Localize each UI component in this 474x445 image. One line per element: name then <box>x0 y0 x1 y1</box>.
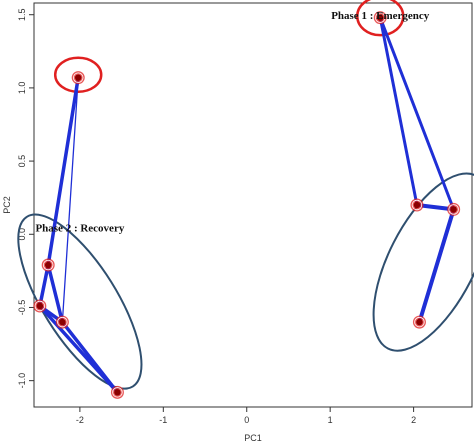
y-axis-label: PC2 <box>2 196 12 214</box>
x-axis-label: PC1 <box>244 433 262 443</box>
network-edge <box>417 207 456 325</box>
data-point-ring <box>375 12 386 23</box>
y-tick-label: -1.0 <box>17 373 27 389</box>
data-point <box>416 318 423 326</box>
x-tick-label: 1 <box>328 415 333 425</box>
group-ellipses <box>17 0 474 390</box>
x-tick-label: -1 <box>159 415 167 425</box>
data-point-ring <box>57 316 68 328</box>
data-point-ring <box>112 387 123 398</box>
x-tick-label: 0 <box>244 415 249 425</box>
emergency-point-ring <box>53 56 103 93</box>
data-point <box>44 261 52 269</box>
x-tick-label: 2 <box>411 415 416 425</box>
data-point <box>114 389 121 396</box>
data-point-ring <box>411 199 423 211</box>
y-tick-label: 1.5 <box>17 8 27 21</box>
data-point <box>59 318 66 326</box>
emergency-point-ring <box>355 0 405 37</box>
y-tick-label: 1.0 <box>17 82 27 95</box>
data-point-ring <box>414 316 425 328</box>
plot-frame <box>33 2 473 408</box>
phase-1-emergency-label: Phase 1 : Emergency <box>331 10 430 22</box>
data-point <box>377 14 384 21</box>
axes: -2 -1 0 1 2 -1.0 -0.5 0.0 0.5 1.0 1.5 <box>17 8 416 425</box>
network-edge <box>38 263 50 308</box>
network-edges <box>38 16 456 395</box>
y-tick-label: 0.0 <box>17 228 27 241</box>
x-tick-label: -2 <box>76 415 84 425</box>
data-point-ring <box>42 259 54 271</box>
data-point-ring <box>34 300 46 312</box>
phase-2-recovery-label: Phase 2 : Recovery <box>35 222 124 234</box>
annotations: Phase 2 : Recovery Phase 1 : Emergency <box>35 10 429 234</box>
data-point <box>450 206 457 213</box>
y-tick-label: 0.5 <box>17 155 27 168</box>
data-point-ring <box>448 204 459 215</box>
network-edge <box>378 16 419 207</box>
recovery-cluster-ellipse <box>372 172 474 352</box>
network-edge <box>378 16 456 211</box>
network-edge <box>61 77 79 323</box>
data-point-ring <box>73 72 84 83</box>
network-edge <box>46 263 65 324</box>
data-point <box>75 74 82 81</box>
network-edge <box>60 320 120 395</box>
network-edge <box>46 75 80 267</box>
recovery-cluster-ellipse <box>17 213 143 390</box>
y-tick-label: -0.5 <box>17 300 27 316</box>
data-points <box>33 11 461 399</box>
data-point <box>36 302 44 310</box>
data-point <box>413 201 421 209</box>
